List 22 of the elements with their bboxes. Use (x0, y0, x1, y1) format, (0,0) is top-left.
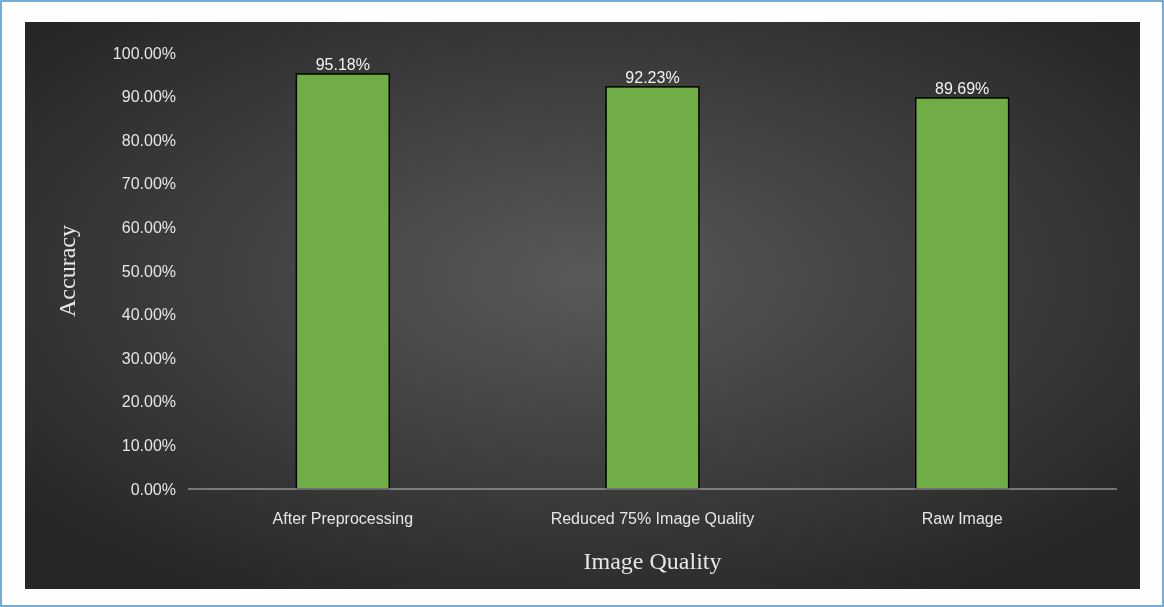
x-tick-label: Raw Image (921, 510, 1003, 527)
data-label: 92.23% (625, 68, 680, 86)
y-tick-label: 90.00% (121, 88, 176, 106)
y-tick-label: 60.00% (121, 219, 176, 236)
y-tick-label: 0.00% (130, 480, 176, 498)
y-tick-label: 20.00% (121, 393, 176, 411)
data-label: 95.18% (315, 56, 370, 74)
y-tick-label: 30.00% (121, 349, 176, 367)
y-tick-label: 100.00% (112, 44, 176, 62)
y-tick-label: 40.00% (121, 306, 176, 324)
data-label: 89.69% (935, 79, 990, 97)
bar (605, 86, 700, 490)
x-tick-label: Reduced 75% Image Quality (550, 510, 755, 527)
y-tick-label: 10.00% (121, 437, 176, 454)
x-tick-label: After Preprocessing (272, 510, 414, 527)
x-axis-title: Image Quality (583, 548, 722, 574)
y-axis-title: Accuracy (54, 225, 80, 317)
y-tick-label: 70.00% (121, 175, 176, 193)
y-tick-label: 80.00% (121, 131, 176, 149)
y-tick-label: 50.00% (121, 262, 176, 280)
bar (914, 97, 1010, 490)
bar (295, 73, 391, 490)
